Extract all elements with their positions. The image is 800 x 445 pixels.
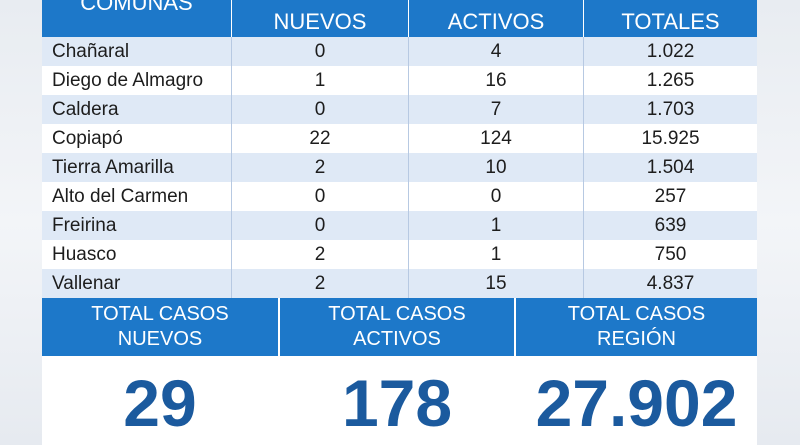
summary-region-label: TOTAL CASOS REGIÓN bbox=[516, 298, 757, 356]
cell-activos: 1 bbox=[409, 240, 584, 269]
cell-nuevos: 22 bbox=[232, 124, 409, 153]
table-row: Alto del Carmen 0 0 257 bbox=[42, 182, 757, 211]
cell-activos: 7 bbox=[409, 95, 584, 124]
table-row: Copiapó 22 124 15.925 bbox=[42, 124, 757, 153]
header-totales: TOTALES bbox=[621, 9, 720, 34]
table-row: Caldera 0 7 1.703 bbox=[42, 95, 757, 124]
cell-comuna: Freirina bbox=[42, 211, 232, 240]
table-row: Tierra Amarilla 2 10 1.504 bbox=[42, 153, 757, 182]
cell-activos: 124 bbox=[409, 124, 584, 153]
cell-nuevos: 0 bbox=[232, 95, 409, 124]
cell-comuna: Caldera bbox=[42, 95, 232, 124]
summary-activos-value: 178 bbox=[280, 356, 514, 445]
summary-label-line1: TOTAL CASOS bbox=[567, 303, 706, 325]
summary-nuevos-label: TOTAL CASOS NUEVOS bbox=[42, 298, 278, 356]
cell-nuevos: 0 bbox=[232, 211, 409, 240]
cell-totales: 1.504 bbox=[646, 156, 695, 178]
cell-nuevos: 2 bbox=[232, 269, 409, 298]
summary-activos: TOTAL CASOS ACTIVOS 178 bbox=[278, 298, 514, 445]
summary-label-line2: NUEVOS bbox=[117, 328, 203, 350]
cell-totales: 1.022 bbox=[646, 40, 695, 62]
summary-nuevos-value: 29 bbox=[42, 356, 278, 445]
summary-label-line1: TOTAL CASOS bbox=[91, 303, 229, 325]
cell-comuna: Tierra Amarilla bbox=[42, 153, 232, 182]
table-row: Freirina 0 1 639 bbox=[42, 211, 757, 240]
cell-totales: 750 bbox=[654, 243, 687, 265]
cell-comuna: Diego de Almagro bbox=[42, 66, 232, 95]
summary-totals: TOTAL CASOS NUEVOS 29 TOTAL CASOS ACTIVO… bbox=[42, 298, 757, 445]
summary-label-line2: ACTIVOS bbox=[353, 328, 441, 350]
cell-activos: 10 bbox=[409, 153, 584, 182]
cell-totales: 639 bbox=[654, 214, 687, 236]
summary-region-value: 27.902 bbox=[516, 356, 757, 445]
summary-label-line1: TOTAL CASOS bbox=[328, 303, 466, 325]
summary-nuevos: TOTAL CASOS NUEVOS 29 bbox=[42, 298, 278, 445]
cell-nuevos: 0 bbox=[232, 182, 409, 211]
cell-nuevos: 1 bbox=[232, 66, 409, 95]
table-row: Vallenar 2 15 4.837 bbox=[42, 269, 757, 298]
cell-comuna: Vallenar bbox=[42, 269, 232, 298]
cell-activos: 0 bbox=[409, 182, 584, 211]
header-nuevos: NUEVOS bbox=[232, 0, 409, 37]
cell-totales: 257 bbox=[654, 185, 687, 207]
table-row: Diego de Almagro 1 16 1.265 bbox=[42, 66, 757, 95]
table-row: Chañaral 0 4 1.022 bbox=[42, 37, 757, 66]
cell-totales: 4.837 bbox=[646, 272, 695, 294]
summary-activos-label: TOTAL CASOS ACTIVOS bbox=[280, 298, 514, 356]
cell-totales: 1.265 bbox=[646, 69, 695, 91]
table-row: Huasco 2 1 750 bbox=[42, 240, 757, 269]
summary-label-line2: REGIÓN bbox=[597, 328, 676, 350]
summary-region: TOTAL CASOS REGIÓN 27.902 bbox=[514, 298, 757, 445]
cell-activos: 4 bbox=[409, 37, 584, 66]
header-activos: ACTIVOS bbox=[409, 0, 584, 37]
header-comunas: COMUNAS bbox=[42, 0, 232, 37]
cell-comuna: Alto del Carmen bbox=[42, 182, 232, 211]
table-header: COMUNAS NUEVOS ACTIVOS TOTALES bbox=[42, 0, 757, 37]
cell-activos: 15 bbox=[409, 269, 584, 298]
cell-totales: 1.703 bbox=[646, 98, 695, 120]
table-body: Chañaral 0 4 1.022 Diego de Almagro 1 16… bbox=[42, 37, 757, 298]
cell-totales: 15.925 bbox=[641, 127, 700, 149]
cell-nuevos: 2 bbox=[232, 240, 409, 269]
cell-nuevos: 2 bbox=[232, 153, 409, 182]
cell-comuna: Copiapó bbox=[42, 124, 232, 153]
cases-table: COMUNAS NUEVOS ACTIVOS TOTALES Chañaral … bbox=[42, 0, 757, 445]
cell-activos: 16 bbox=[409, 66, 584, 95]
cell-comuna: Huasco bbox=[42, 240, 232, 269]
cell-activos: 1 bbox=[409, 211, 584, 240]
cell-comuna: Chañaral bbox=[42, 37, 232, 66]
cell-nuevos: 0 bbox=[232, 37, 409, 66]
